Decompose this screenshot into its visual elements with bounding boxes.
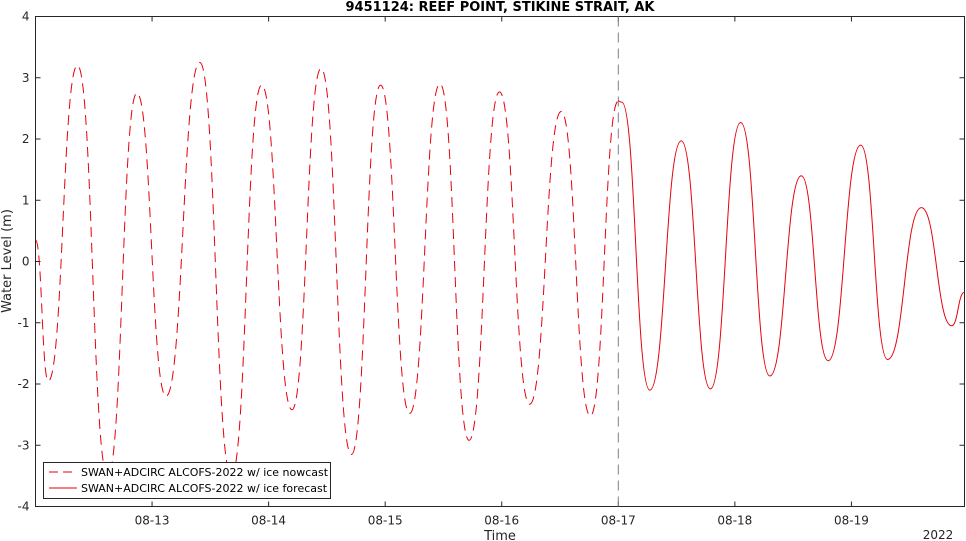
legend-label-forecast: SWAN+ADCIRC ALCOFS-2022 w/ ice forecast	[81, 482, 328, 495]
x-tick-label: 08-16	[484, 514, 519, 528]
chart-title: 9451124: REEF POINT, STIKINE STRAIT, AK	[345, 0, 655, 15]
y-tick-label: -1	[18, 316, 30, 330]
y-tick-label: -2	[18, 377, 30, 391]
series-line-forecast	[618, 100, 965, 391]
y-tick-label: 2	[22, 132, 30, 146]
y-axis: -4 -3 -2 -1 0 1 2 3 4	[18, 10, 965, 514]
plot-area	[35, 16, 965, 507]
y-tick-label: 4	[22, 10, 30, 24]
legend-box	[43, 462, 331, 499]
y-tick-label: -3	[18, 438, 30, 452]
x-tick-label: 08-13	[135, 514, 170, 528]
year-label: 2022	[923, 528, 954, 541]
x-tick-label: 08-19	[834, 514, 869, 528]
y-tick-label: 3	[22, 71, 30, 85]
x-tick-label: 08-15	[368, 514, 403, 528]
x-tick-label: 08-17	[601, 514, 636, 528]
x-tick-label: 08-18	[717, 514, 752, 528]
legend-label-nowcast: SWAN+ADCIRC ALCOFS-2022 w/ ice nowcast	[81, 466, 329, 479]
x-axis-title: Time	[483, 529, 516, 541]
series-line-nowcast	[35, 61, 619, 477]
y-axis-title: Water Level (m)	[0, 209, 15, 313]
series-layer	[35, 61, 965, 477]
x-axis: 08-13 08-14 08-15 08-16 08-17 08-18 08-19	[135, 16, 869, 528]
legend: SWAN+ADCIRC ALCOFS-2022 w/ ice nowcast S…	[43, 462, 331, 499]
y-tick-label: -4	[18, 500, 30, 514]
x-tick-label: 08-14	[251, 514, 286, 528]
y-tick-label: 0	[22, 255, 30, 269]
y-tick-label: 1	[22, 193, 30, 207]
